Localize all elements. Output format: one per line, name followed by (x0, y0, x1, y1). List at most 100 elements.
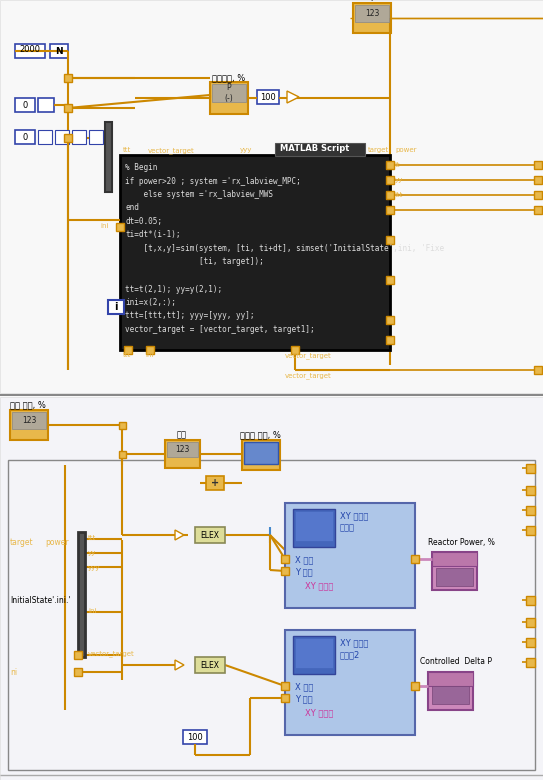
Polygon shape (175, 660, 184, 670)
Text: STL: STL (177, 460, 188, 465)
Text: ti=dt*(i-1);: ti=dt*(i-1); (125, 231, 180, 239)
Text: 123: 123 (175, 445, 190, 454)
Bar (0, 0, 543, 393)
Bar (285, 630, 415, 735)
Bar (386, 236, 394, 244)
Bar (108, 300, 124, 314)
Text: vector_target: vector_target (285, 352, 332, 359)
Bar (195, 527, 225, 543)
Text: power: power (45, 538, 68, 547)
Bar (534, 366, 542, 374)
Bar (281, 555, 289, 563)
Bar (74, 651, 82, 659)
Text: ini: ini (145, 352, 154, 358)
Text: +: + (211, 478, 219, 488)
Bar (257, 90, 279, 104)
Bar (281, 682, 289, 690)
Bar (432, 552, 477, 566)
Bar (167, 442, 198, 457)
Text: yy: yy (88, 550, 96, 556)
Text: ini: ini (100, 223, 109, 229)
Bar (38, 130, 52, 144)
Text: STL: STL (23, 432, 35, 437)
Text: 시각: 시각 (177, 430, 187, 439)
Text: i: i (114, 302, 118, 312)
Bar (386, 276, 394, 284)
Bar (386, 191, 394, 199)
Bar (244, 442, 278, 459)
Text: MATLAB Script: MATLAB Script (280, 144, 349, 153)
Text: X 입력: X 입력 (295, 682, 313, 691)
Text: end: end (125, 204, 139, 212)
Bar (15, 44, 45, 58)
Bar (411, 682, 419, 690)
Bar (212, 84, 246, 101)
Text: 초기 출력, %: 초기 출력, % (10, 400, 46, 409)
Bar (50, 44, 68, 58)
Bar (165, 440, 200, 468)
Text: else system ='rx_labview_MWS: else system ='rx_labview_MWS (125, 190, 273, 199)
Text: 100: 100 (187, 732, 203, 742)
Bar (526, 526, 535, 535)
Bar (534, 161, 542, 169)
Bar (293, 636, 335, 674)
Bar (8, 460, 535, 770)
Text: 0: 0 (22, 101, 28, 109)
Bar (64, 134, 72, 142)
Bar (428, 672, 473, 710)
Text: 만들기: 만들기 (340, 523, 355, 532)
Text: XY 그래프: XY 그래프 (305, 581, 333, 590)
Bar (78, 532, 85, 657)
Bar (526, 506, 535, 515)
Text: tt: tt (395, 162, 401, 168)
Text: tt=t(2,1); yy=y(2,1);: tt=t(2,1); yy=y(2,1); (125, 285, 222, 293)
Bar (275, 143, 365, 156)
Bar (534, 176, 542, 184)
Bar (432, 686, 469, 704)
Bar (244, 442, 278, 464)
Bar (293, 509, 335, 547)
Bar (64, 74, 72, 82)
Bar (206, 476, 224, 490)
Text: XY 그래프: XY 그래프 (305, 708, 333, 717)
Text: 출력조절, %: 출력조절, % (212, 73, 245, 82)
Text: ELEX: ELEX (200, 530, 219, 540)
Text: X 입력: X 입력 (295, 555, 313, 564)
Text: 0: 0 (22, 133, 28, 141)
Bar (432, 552, 477, 590)
Text: % Begin: % Begin (125, 163, 157, 172)
Text: STL: STL (223, 106, 235, 111)
Polygon shape (287, 91, 299, 103)
Text: P
(-): P (-) (225, 83, 233, 102)
Bar (534, 206, 542, 214)
Text: vector_target = [vector_target, target1];: vector_target = [vector_target, target1]… (125, 325, 314, 334)
Text: ELEX: ELEX (200, 661, 219, 669)
Text: if power>20 ; system ='rx_labview_MPC;: if power>20 ; system ='rx_labview_MPC; (125, 176, 301, 186)
Text: 원자로 출력, %: 원자로 출력, % (240, 430, 281, 439)
Text: Controlled  Delta P: Controlled Delta P (420, 657, 492, 666)
Text: Y 입력: Y 입력 (295, 567, 313, 576)
Polygon shape (175, 530, 184, 540)
Bar (353, 3, 391, 33)
Text: ttt=[ttt,tt]; yyy=[yyy, yy];: ttt=[ttt,tt]; yyy=[yyy, yy]; (125, 311, 255, 321)
Text: XY 그래프: XY 그래프 (340, 511, 368, 520)
Bar (526, 658, 535, 667)
Text: dt=0.05;: dt=0.05; (125, 217, 162, 226)
Bar (386, 206, 394, 214)
Text: ttt: ttt (395, 192, 403, 198)
Bar (411, 555, 419, 563)
Bar (38, 98, 54, 112)
Text: Reactor Power, %: Reactor Power, % (428, 538, 495, 547)
Bar (295, 638, 333, 668)
Bar (526, 618, 535, 627)
Text: vector_target: vector_target (88, 650, 135, 657)
Bar (526, 464, 535, 473)
Text: [t,x,y]=sim(system, [ti, ti+dt], simset('InitialState',ini, 'Fixe: [t,x,y]=sim(system, [ti, ti+dt], simset(… (125, 244, 444, 253)
Bar (428, 672, 473, 686)
Text: 100: 100 (260, 93, 276, 101)
Bar (15, 98, 35, 112)
Text: target: target (10, 538, 34, 547)
Text: 만들기2: 만들기2 (340, 650, 360, 659)
Bar (291, 346, 299, 354)
Bar (534, 191, 542, 199)
